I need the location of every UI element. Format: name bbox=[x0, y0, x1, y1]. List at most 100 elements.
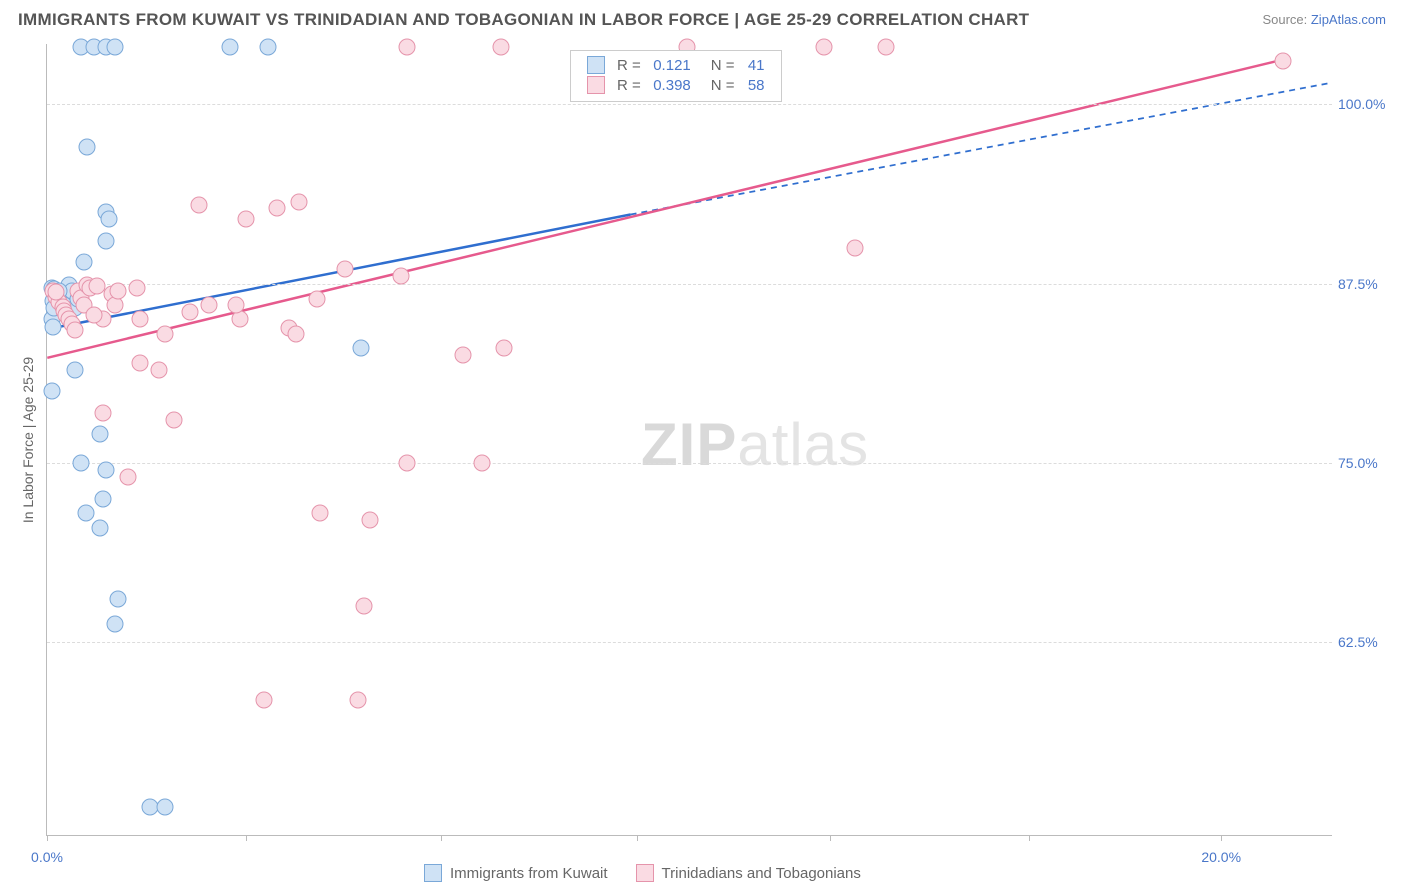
gridline bbox=[47, 104, 1332, 105]
source-link[interactable]: ZipAtlas.com bbox=[1311, 12, 1386, 27]
n-label: N = bbox=[697, 75, 741, 95]
scatter-point bbox=[132, 311, 149, 328]
legend-row: R =0.121N =41 bbox=[581, 55, 771, 75]
scatter-point bbox=[337, 261, 354, 278]
scatter-point bbox=[312, 505, 329, 522]
scatter-point bbox=[88, 278, 105, 295]
scatter-point bbox=[259, 38, 276, 55]
scatter-point bbox=[815, 38, 832, 55]
y-tick-label: 75.0% bbox=[1338, 455, 1396, 471]
scatter-point bbox=[157, 325, 174, 342]
scatter-point bbox=[399, 454, 416, 471]
scatter-point bbox=[495, 340, 512, 357]
scatter-point bbox=[355, 598, 372, 615]
n-label: N = bbox=[697, 55, 741, 75]
scatter-point bbox=[200, 297, 217, 314]
scatter-point bbox=[85, 307, 102, 324]
scatter-point bbox=[94, 490, 111, 507]
scatter-point bbox=[256, 691, 273, 708]
trend-line bbox=[631, 83, 1332, 215]
n-value: 41 bbox=[741, 55, 771, 75]
source-prefix: Source: bbox=[1262, 12, 1310, 27]
scatter-point bbox=[231, 311, 248, 328]
n-value: 58 bbox=[741, 75, 771, 95]
series-legend: Immigrants from Kuwait Trinidadians and T… bbox=[424, 864, 861, 882]
scatter-point bbox=[352, 340, 369, 357]
x-tick bbox=[1029, 835, 1030, 841]
source-attribution: Source: ZipAtlas.com bbox=[1262, 12, 1386, 27]
x-tick-label: 20.0% bbox=[1201, 849, 1241, 865]
scatter-point bbox=[73, 454, 90, 471]
scatter-point bbox=[362, 512, 379, 529]
gridline bbox=[47, 284, 1332, 285]
legend-swatch bbox=[424, 864, 442, 882]
scatter-point bbox=[66, 321, 83, 338]
scatter-point bbox=[91, 519, 108, 536]
scatter-point bbox=[107, 38, 124, 55]
scatter-point bbox=[222, 38, 239, 55]
scatter-point bbox=[107, 297, 124, 314]
scatter-point bbox=[166, 411, 183, 428]
scatter-point bbox=[101, 211, 118, 228]
scatter-point bbox=[119, 469, 136, 486]
y-axis-title: In Labor Force | Age 25-29 bbox=[20, 357, 36, 523]
legend-swatch bbox=[587, 56, 605, 74]
x-tick bbox=[830, 835, 831, 841]
scatter-point bbox=[349, 691, 366, 708]
scatter-point bbox=[107, 615, 124, 632]
legend-label: Immigrants from Kuwait bbox=[450, 865, 608, 882]
scatter-point bbox=[228, 297, 245, 314]
scatter-point bbox=[191, 196, 208, 213]
scatter-point bbox=[268, 199, 285, 216]
scatter-point bbox=[66, 361, 83, 378]
r-label: R = bbox=[611, 75, 647, 95]
scatter-point bbox=[150, 361, 167, 378]
chart-title: IMMIGRANTS FROM KUWAIT VS TRINIDADIAN AN… bbox=[18, 10, 1029, 30]
legend-swatch bbox=[587, 76, 605, 94]
scatter-point bbox=[43, 383, 60, 400]
x-tick bbox=[637, 835, 638, 841]
scatter-point bbox=[290, 193, 307, 210]
correlation-chart: IMMIGRANTS FROM KUWAIT VS TRINIDADIAN AN… bbox=[0, 0, 1406, 892]
legend-label: Trinidadians and Tobagonians bbox=[662, 865, 861, 882]
scatter-point bbox=[98, 462, 115, 479]
r-label: R = bbox=[611, 55, 647, 75]
y-tick-label: 62.5% bbox=[1338, 634, 1396, 650]
scatter-point bbox=[181, 304, 198, 321]
scatter-point bbox=[877, 38, 894, 55]
gridline bbox=[47, 642, 1332, 643]
scatter-point bbox=[94, 404, 111, 421]
scatter-point bbox=[141, 799, 158, 816]
scatter-point bbox=[393, 268, 410, 285]
scatter-point bbox=[47, 284, 64, 301]
x-tick-label: 0.0% bbox=[31, 849, 63, 865]
scatter-point bbox=[455, 347, 472, 364]
x-tick bbox=[47, 835, 48, 841]
scatter-point bbox=[846, 239, 863, 256]
scatter-point bbox=[76, 254, 93, 271]
scatter-point bbox=[110, 282, 127, 299]
scatter-point bbox=[132, 354, 149, 371]
scatter-point bbox=[129, 279, 146, 296]
scatter-point bbox=[492, 38, 509, 55]
scatter-point bbox=[309, 291, 326, 308]
r-value: 0.398 bbox=[647, 75, 697, 95]
scatter-point bbox=[237, 211, 254, 228]
gridline bbox=[47, 463, 1332, 464]
trend-lines-svg bbox=[47, 44, 1332, 835]
scatter-point bbox=[473, 454, 490, 471]
scatter-point bbox=[91, 426, 108, 443]
legend-item: Trinidadians and Tobagonians bbox=[636, 864, 861, 882]
scatter-point bbox=[110, 591, 127, 608]
scatter-point bbox=[98, 232, 115, 249]
scatter-point bbox=[399, 38, 416, 55]
scatter-point bbox=[78, 505, 95, 522]
scatter-point bbox=[287, 325, 304, 342]
scatter-point bbox=[157, 799, 174, 816]
legend-item: Immigrants from Kuwait bbox=[424, 864, 608, 882]
correlation-legend: R =0.121N =41R =0.398N =58 bbox=[570, 50, 782, 102]
scatter-point bbox=[79, 139, 96, 156]
y-tick-label: 100.0% bbox=[1338, 96, 1396, 112]
x-tick bbox=[1221, 835, 1222, 841]
r-value: 0.121 bbox=[647, 55, 697, 75]
